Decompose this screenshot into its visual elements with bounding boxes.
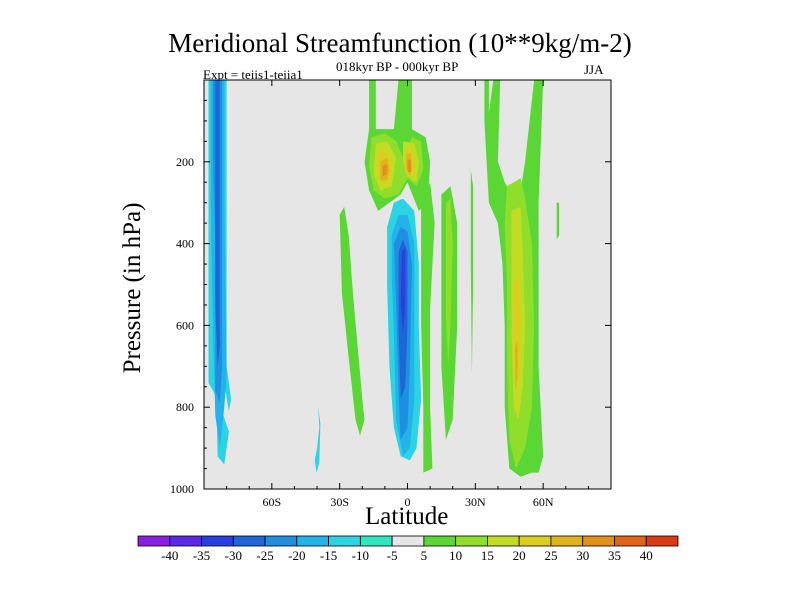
colorbar-swatch [232, 535, 266, 547]
contour-upper-positive-pair-6b [407, 159, 411, 172]
contour-positive-band-20s [339, 206, 365, 436]
contour-upper-positive-pair-6 [382, 163, 388, 177]
colorbar-label: -10 [352, 548, 369, 563]
contour-positive-20n-core [445, 198, 453, 367]
x-tick-label: 0 [405, 495, 411, 509]
contour-lower-positive-near-eq [421, 182, 435, 473]
colorbar-swatch [391, 535, 425, 547]
colorbar-label: 25 [544, 548, 557, 563]
x-tick-label: 30S [330, 495, 349, 509]
colorbar-label: 10 [449, 548, 462, 563]
colorbar-swatch [328, 535, 361, 547]
contour-southern-polar-cell-core3 [215, 80, 220, 367]
colorbar-swatch [264, 535, 298, 547]
y-tick-label: 600 [176, 318, 194, 332]
colorbar-label: 35 [608, 548, 621, 563]
colorbar-swatch [518, 535, 552, 547]
colorbar-swatch [359, 535, 393, 547]
y-tick-label: 800 [176, 400, 194, 414]
colorbar-swatch [582, 535, 615, 547]
colorbar-label: -5 [387, 548, 398, 563]
colorbar-label: 40 [640, 548, 653, 563]
colorbar-label: 15 [481, 548, 494, 563]
contour-small-negative-40s [314, 407, 321, 473]
experiment-label: Expt = teiis1-teiia1 [203, 67, 303, 82]
axes: 200 400 600 800 1000 60S 30S 0 30N 60N [170, 79, 612, 509]
colorbar-label: -35 [193, 548, 210, 563]
y-tick-label: 400 [176, 237, 194, 251]
colorbar-swatch [423, 535, 457, 547]
x-tick-label: 60S [262, 495, 281, 509]
colorbar-label: 20 [513, 548, 526, 563]
colorbar-swatch [455, 535, 488, 547]
colorbar-swatch [487, 535, 520, 547]
colorbar-label: 30 [576, 548, 589, 563]
y-tick-label: 1000 [170, 482, 194, 496]
plot-area [204, 80, 611, 489]
colorbar-label: -15 [320, 548, 337, 563]
colorbar-swatch [550, 535, 584, 547]
colorbar-label: -40 [161, 548, 178, 563]
colorbar-swatch [137, 535, 171, 547]
x-tick-label: 30N [465, 495, 486, 509]
y-tick-label: 200 [176, 155, 194, 169]
season-label: JJA [584, 62, 604, 77]
x-tick-label: 60N [533, 495, 554, 509]
contour-positive-band-40n-core4 [514, 341, 518, 391]
chart-title: Meridional Streamfunction (10**9kg/m-2) [168, 28, 632, 58]
colorbar-label: -20 [288, 548, 305, 563]
colorbar-swatch [614, 535, 647, 547]
colorbar-label: -30 [225, 548, 242, 563]
x-axis-label: Latitude [365, 503, 449, 530]
contour-tiny-positive-65n [556, 202, 559, 240]
colorbar-label: -25 [256, 548, 273, 563]
colorbar: -40 -35 -30 -25 -20 -15 -10 -5 5 10 15 20 25 30 35 40 [137, 535, 679, 563]
colorbar-swatch [201, 535, 234, 547]
colorbar-label: 5 [421, 548, 428, 563]
colorbar-swatch [296, 535, 329, 547]
colorbar-swatch [645, 535, 679, 547]
colorbar-swatch [169, 535, 202, 547]
chart-subtitle: 018kyr BP - 000kyr BP [336, 59, 459, 74]
contour-equatorial-negative-core5 [402, 260, 405, 297]
contour-narrow-positive-30n [470, 170, 474, 375]
